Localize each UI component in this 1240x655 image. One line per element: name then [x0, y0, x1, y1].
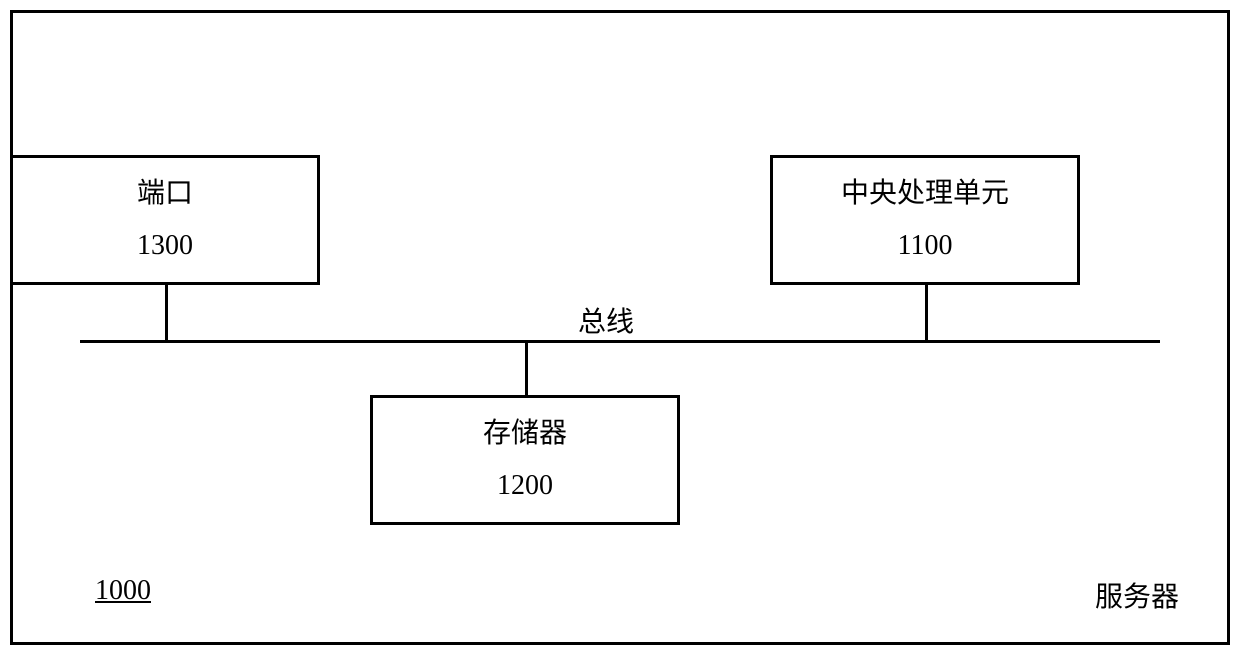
block-memory-title: 存储器	[483, 417, 567, 451]
bus-connector-port	[165, 285, 168, 340]
bus-connector-cpu	[925, 285, 928, 340]
server-number: 1000	[95, 575, 151, 607]
block-port: 端口 1300	[10, 155, 320, 285]
block-port-number: 1300	[137, 229, 193, 263]
block-memory-number: 1200	[497, 469, 553, 503]
block-cpu-number: 1100	[898, 229, 953, 263]
bus-line	[80, 340, 1160, 343]
block-memory: 存储器 1200	[370, 395, 680, 525]
server-label: 服务器	[1095, 575, 1179, 615]
bus-label: 总线	[578, 300, 634, 340]
bus-connector-memory	[525, 340, 528, 395]
block-port-title: 端口	[137, 177, 193, 211]
block-cpu: 中央处理单元 1100	[770, 155, 1080, 285]
block-cpu-title: 中央处理单元	[841, 177, 1009, 211]
